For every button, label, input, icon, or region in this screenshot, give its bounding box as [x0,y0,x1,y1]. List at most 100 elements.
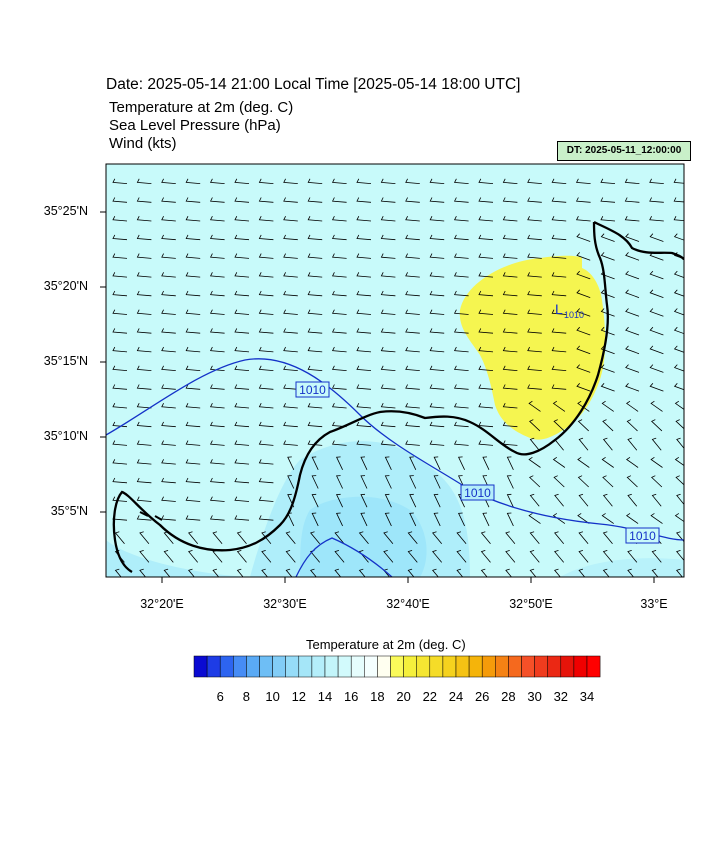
wind-barb [283,346,298,353]
wind-barb [576,326,591,336]
wind-barb [136,459,152,465]
wind-barb [234,178,250,184]
wind-barb [356,197,372,203]
colorbar-swatch [481,655,496,678]
wind-barb [209,459,225,465]
wind-barb [429,216,445,222]
wind-barb [209,253,225,259]
wind-barb [551,290,567,297]
wind-barb [554,568,561,577]
colorbar-swatch [547,655,562,678]
wind-barb [112,421,128,428]
wind-barb [112,459,128,465]
wind-barb [209,290,225,297]
wind-barb [234,272,250,278]
wind-barb [649,197,664,203]
wind-barb [380,346,396,353]
wind-barb [258,234,274,241]
wind-barb [602,568,610,577]
wind-barb [307,346,323,353]
wind-barb [577,513,590,524]
wind-barb [600,383,615,392]
wind-barb [674,400,684,410]
wind-barb [577,475,589,488]
wind-barb [502,272,518,278]
wind-barb [380,272,396,278]
wind-barb [405,365,420,371]
wind-barb [600,216,616,222]
wind-barb [112,403,128,409]
wind-barb [209,346,225,353]
wind-barb [673,270,684,278]
colorbar-label: 12 [291,689,307,704]
wind-barb [575,178,591,184]
wind-barb [602,493,613,507]
wind-barb [331,253,347,259]
wind-barb [310,531,321,544]
wind-barb [112,178,128,184]
wind-barb [356,346,372,353]
wind-barb [602,419,614,432]
colorbar-swatch [337,655,352,678]
wind-barb [673,364,684,372]
wind-barb [307,365,323,371]
wind-barb [529,568,537,577]
wind-barb [112,328,128,334]
wind-barb [674,456,684,466]
wind-barb [161,216,176,222]
wind-barb [283,272,298,278]
x-tick-label: 32°50'E [509,597,553,611]
y-tick-label: 35°20'N [43,279,88,293]
wind-barb [478,403,494,409]
wind-barb [209,216,225,222]
wind-barb [185,309,201,315]
wind-barb [649,178,664,184]
wind-barb [649,216,664,222]
wind-barb [625,270,640,280]
wind-barb [234,459,250,465]
wind-barb [112,197,128,203]
wind-barb [551,234,567,241]
wind-barb [650,400,663,412]
wind-barb [136,403,152,409]
colorbar-swatch [455,655,470,678]
wind-barb [502,178,518,184]
wind-barb [307,197,323,203]
wind-barb [234,365,250,371]
wind-barb [331,384,347,390]
wind-barb [335,493,343,508]
wind-barb [331,403,347,409]
wind-barb [185,496,201,502]
wind-barb [405,178,420,184]
wind-barb [136,384,152,390]
wind-barb [528,456,541,468]
wind-barb [650,475,663,488]
colorbar-swatch [350,655,365,678]
colorbar-swatch [246,655,260,678]
wind-barb [283,421,298,428]
map-title: Date: 2025-05-14 21:00 Local Time [2025-… [106,76,521,93]
wind-barb [527,272,542,278]
wind-barb [136,515,152,521]
wind-barb [453,421,469,428]
wind-barb [527,365,542,371]
wind-barb [478,178,494,184]
wind-barb [258,178,274,184]
wind-barb [577,419,589,432]
wind-barb [161,365,176,371]
wind-barb [453,384,469,390]
wind-barb [405,290,420,297]
wind-barb [283,178,298,184]
colorbar-swatch [416,655,431,678]
wind-barb [185,384,201,390]
wind-barb [627,550,638,563]
wind-barb [453,309,469,315]
colorbar-label: 30 [527,689,542,704]
wind-barb [502,365,518,371]
wind-barb [311,475,319,489]
wind-barb [209,515,225,521]
wind-barb [383,531,394,544]
wind-barb [551,346,567,353]
wind-barb [380,253,396,259]
wind-barb [453,272,469,278]
